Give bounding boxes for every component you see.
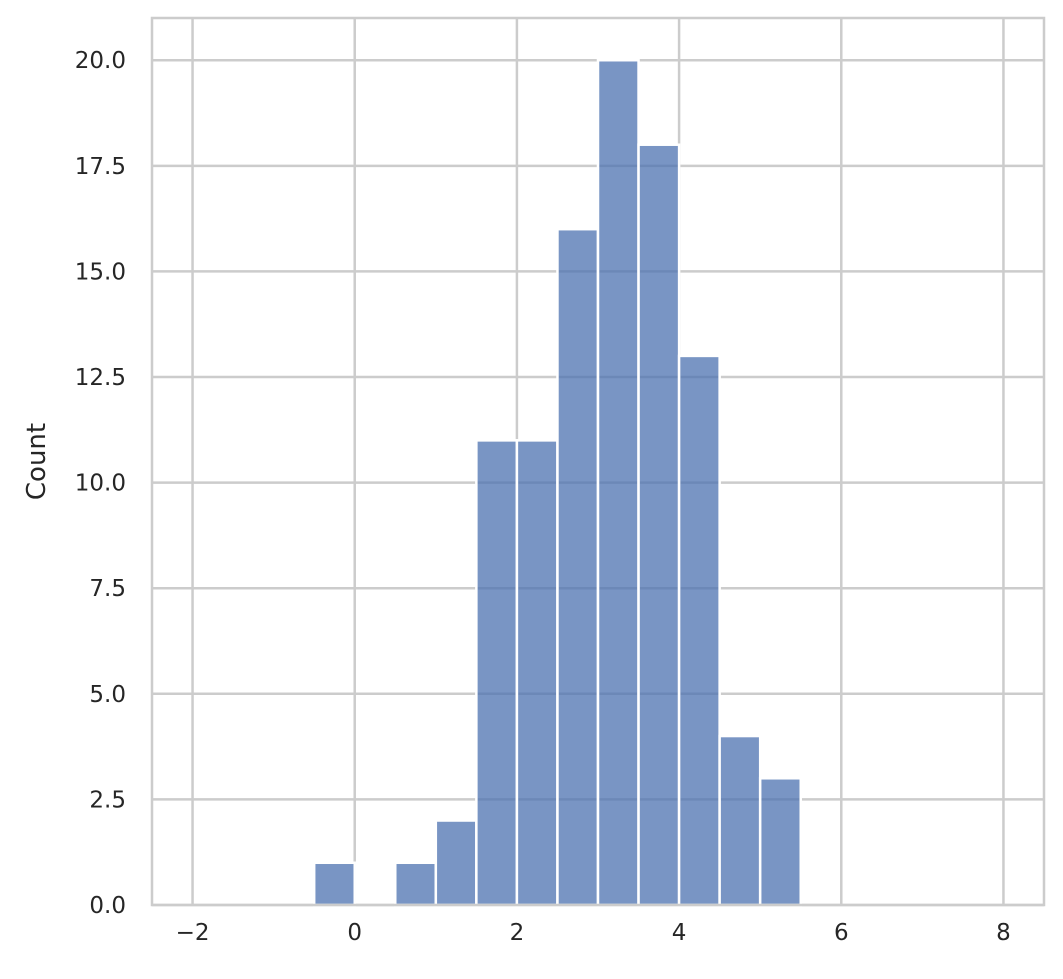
x-tick-label: 4 [672, 920, 687, 946]
x-tick-label: 8 [996, 920, 1011, 946]
y-tick-label: 5.0 [89, 682, 126, 708]
plot-frame [150, 16, 1046, 907]
y-tick-label: 20.0 [75, 48, 126, 74]
x-tick-label: −2 [176, 920, 210, 946]
y-tick-label: 17.5 [75, 154, 126, 180]
y-tick-label: 10.0 [75, 471, 126, 497]
histogram-bar-6 [556, 227, 600, 907]
histogram-bar-0 [312, 861, 356, 907]
y-tick-label: 0.0 [89, 893, 126, 919]
histogram-bar-9 [677, 354, 721, 907]
y-tick-label: 15.0 [75, 259, 126, 285]
x-axis-ticks: −2 0 2 4 6 8 [176, 920, 1011, 946]
histogram-bar-8 [637, 143, 681, 907]
y-axis-label: Count [22, 423, 52, 500]
histogram-bar-10 [718, 734, 762, 907]
y-tick-label: 12.5 [75, 365, 126, 391]
histogram-bar-11 [758, 777, 802, 907]
y-tick-label: 7.5 [89, 576, 126, 602]
y-tick-label: 2.5 [89, 787, 126, 813]
x-tick-label: 0 [347, 920, 362, 946]
x-tick-label: 2 [510, 920, 525, 946]
histogram-bar-5 [515, 439, 559, 907]
histogram-bar-7 [596, 58, 640, 907]
y-axis-ticks: 0.0 2.5 5.0 7.5 10.0 12.5 15.0 17.5 20.0 [75, 48, 126, 919]
histogram-bar-2 [394, 861, 438, 907]
x-tick-label: 6 [834, 920, 849, 946]
histogram-bar-4 [475, 439, 519, 907]
histogram-bars [312, 58, 802, 907]
histogram-bar-3 [434, 819, 478, 907]
